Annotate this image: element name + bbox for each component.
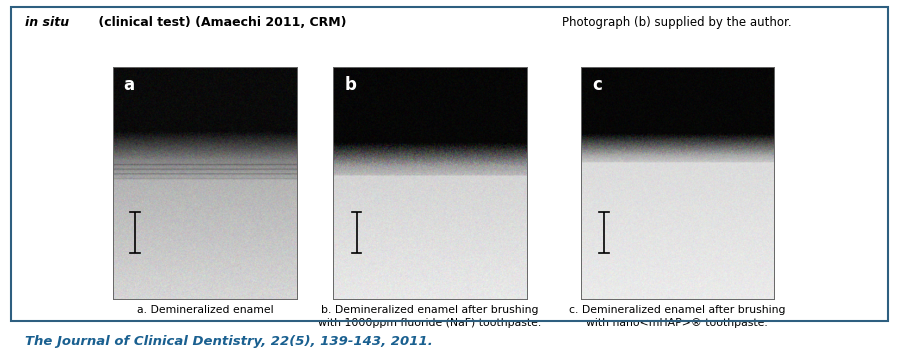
Text: a. Demineralized enamel: a. Demineralized enamel — [137, 305, 274, 315]
Text: a: a — [123, 77, 135, 94]
Text: b. Demineralized enamel after brushing
with 1000ppm fluoride (NaF) toothpaste.: b. Demineralized enamel after brushing w… — [318, 305, 541, 328]
Text: The Journal of Clinical Dentistry, 22(5), 139-143, 2011.: The Journal of Clinical Dentistry, 22(5)… — [25, 335, 433, 348]
Text: (clinical test) (Amaechi 2011, CRM): (clinical test) (Amaechi 2011, CRM) — [94, 16, 346, 29]
Text: b: b — [345, 77, 356, 94]
Text: c. Demineralized enamel after brushing
with nano<mHAP>® toothpaste.: c. Demineralized enamel after brushing w… — [569, 305, 785, 328]
Text: Photograph (b) supplied by the author.: Photograph (b) supplied by the author. — [562, 16, 792, 29]
Text: c: c — [592, 77, 602, 94]
Text: in situ: in situ — [25, 16, 69, 29]
